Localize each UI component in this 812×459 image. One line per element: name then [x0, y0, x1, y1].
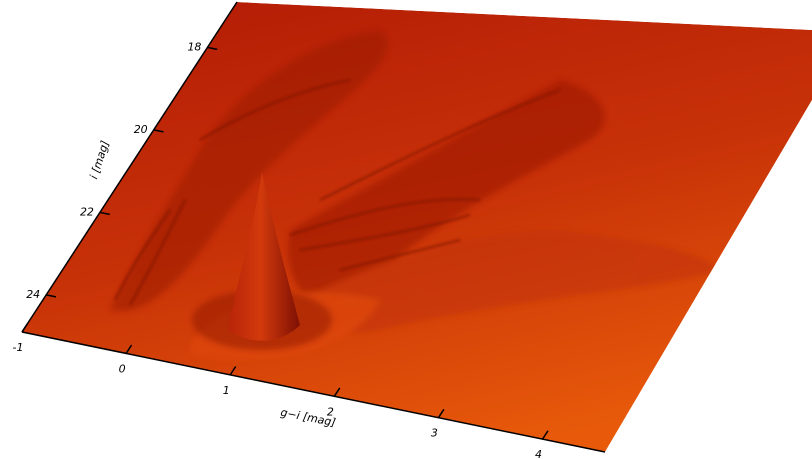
- y-tick: [46, 294, 57, 298]
- x-tick: [333, 387, 341, 397]
- x-tick-label: -1: [13, 341, 24, 354]
- y-tick: [207, 46, 218, 51]
- y-axis-line: [21, 1, 238, 333]
- x-tick-label: 4: [535, 448, 542, 459]
- y-tick: [153, 129, 164, 133]
- x-tick-label: 1: [223, 384, 230, 397]
- y-tick-label: 18: [187, 40, 201, 53]
- x-tick: [437, 408, 445, 419]
- y-tick-label: 22: [80, 205, 94, 218]
- x-tick: [125, 344, 133, 354]
- y-tick-label: 20: [134, 123, 148, 136]
- y-axis-title: i [mag]: [87, 139, 112, 181]
- y-tick-label: 24: [26, 288, 40, 301]
- x-tick-label: 3: [431, 427, 438, 440]
- x-tick-label: 2: [327, 405, 334, 418]
- surface: [22, 2, 812, 452]
- x-tick: [21, 323, 29, 333]
- x-tick: [229, 366, 237, 376]
- x-tick: [541, 430, 549, 440]
- x-tick-label: 0: [119, 362, 126, 375]
- y-tick: [99, 211, 110, 216]
- x-axis-line: [21, 331, 606, 453]
